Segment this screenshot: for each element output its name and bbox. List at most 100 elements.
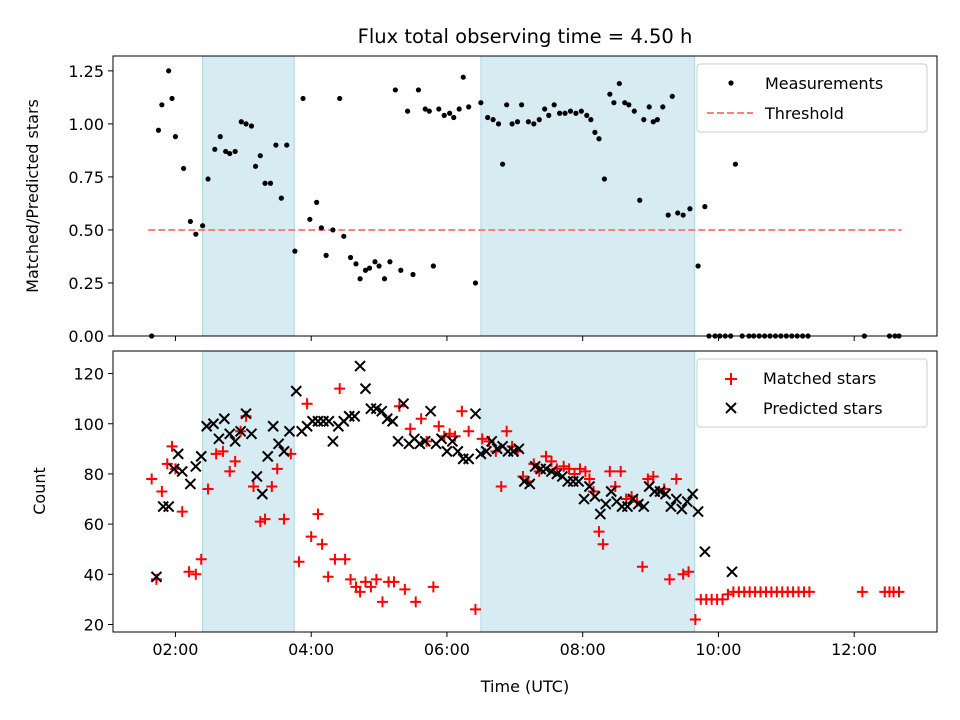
predicted-stars-point-49 xyxy=(419,435,431,448)
measurements-point-2 xyxy=(159,102,165,108)
legend-measurements-label: Measurements xyxy=(765,74,883,93)
predicted-stars-point-13 xyxy=(224,428,236,440)
measurements-point-87 xyxy=(616,80,622,87)
predicted-stars-point-97 xyxy=(681,495,693,508)
ratio-shaded-region-1 xyxy=(480,55,696,337)
predicted-stars-point-57 xyxy=(462,453,475,465)
predicted-stars-point-82 xyxy=(600,498,612,510)
predicted-stars-point-77 xyxy=(572,475,585,488)
ratio-y-tick-label-3: 0.75 xyxy=(68,168,104,187)
measurements-point-6 xyxy=(180,165,187,172)
measurements-point-44 xyxy=(392,87,398,93)
predicted-stars-point-93 xyxy=(659,488,672,500)
ratio-y-tick-label-2: 0.50 xyxy=(68,221,104,240)
matched-stars-point-25 xyxy=(301,398,313,410)
matched-stars-point-120 xyxy=(893,586,905,598)
ratio-legend-box xyxy=(696,63,928,133)
measurements-point-29 xyxy=(314,199,320,205)
measurements-point-59 xyxy=(472,280,479,286)
measurements-point-67 xyxy=(514,119,521,125)
predicted-stars-point-6 xyxy=(184,478,197,490)
predicted-stars-point-99 xyxy=(692,505,704,518)
matched-stars-point-4 xyxy=(166,440,178,452)
measurements-point-80 xyxy=(584,112,590,118)
matched-stars-point-115 xyxy=(803,586,815,598)
matched-stars-point-60 xyxy=(501,425,513,437)
predicted-stars-point-5 xyxy=(176,465,188,478)
matched-stars-point-116 xyxy=(856,586,868,598)
predicted-stars-point-94 xyxy=(665,500,677,513)
predicted-stars-point-68 xyxy=(524,478,536,490)
matched-stars-point-78 xyxy=(597,538,609,550)
predicted-stars-point-36 xyxy=(348,410,361,422)
matched-stars-point-24 xyxy=(293,556,305,568)
predicted-stars-point-53 xyxy=(441,445,453,458)
measurements-point-55 xyxy=(451,114,457,121)
measurements-point-64 xyxy=(500,161,506,167)
matched-stars-point-30 xyxy=(329,553,341,565)
matched-stars-point-8 xyxy=(190,568,202,580)
measurements-point-17 xyxy=(243,121,249,127)
measurements-point-26 xyxy=(292,248,298,254)
predicted-stars-point-28 xyxy=(306,415,319,427)
legend-predicted-label: Predicted stars xyxy=(763,399,883,418)
measurements-point-34 xyxy=(341,233,347,239)
measurements-point-61 xyxy=(485,114,491,121)
x-tick-label-3: 08:00 xyxy=(560,640,606,659)
measurements-point-33 xyxy=(337,95,343,102)
legend-measurements-marker xyxy=(728,80,734,86)
measurements-point-77 xyxy=(567,108,574,114)
measurements-point-1 xyxy=(155,127,162,133)
measurements-point-75 xyxy=(557,110,563,116)
matched-stars-point-75 xyxy=(583,473,595,485)
measurements-point-71 xyxy=(536,117,542,123)
predicted-stars-point-101 xyxy=(726,566,738,578)
legend-matched-label: Matched stars xyxy=(763,369,876,388)
predicted-stars-point-55 xyxy=(452,445,464,458)
matched-stars-point-27 xyxy=(312,508,324,520)
measurements-point-21 xyxy=(262,180,268,186)
matched-stars-point-12 xyxy=(217,445,229,457)
measurements-point-76 xyxy=(562,110,568,116)
measurements-point-96 xyxy=(660,104,666,110)
matched-stars-point-38 xyxy=(370,573,382,585)
matched-stars-point-59 xyxy=(495,480,507,492)
measurements-point-100 xyxy=(680,212,686,218)
matched-stars-point-68 xyxy=(545,455,557,467)
measurements-point-32 xyxy=(330,227,336,233)
measurements-point-15 xyxy=(232,148,238,155)
measurements-point-12 xyxy=(217,134,223,140)
predicted-stars-point-98 xyxy=(686,488,699,500)
matched-stars-point-87 xyxy=(647,470,659,482)
measurements-point-14 xyxy=(227,150,233,157)
matched-stars-point-17 xyxy=(248,480,260,492)
measurements-point-9 xyxy=(199,223,206,229)
predicted-stars-point-1 xyxy=(157,500,169,513)
measurements-point-46 xyxy=(404,108,411,114)
predicted-stars-point-12 xyxy=(218,413,231,425)
predicted-stars-point-39 xyxy=(365,402,377,415)
measurements-point-82 xyxy=(592,129,598,135)
measurements-point-56 xyxy=(456,106,462,112)
predicted-stars-point-61 xyxy=(486,435,498,448)
measurements-point-37 xyxy=(357,276,363,282)
matched-stars-point-81 xyxy=(615,465,627,477)
measurements-point-22 xyxy=(267,180,274,186)
matched-stars-point-20 xyxy=(266,480,278,492)
ratio-points xyxy=(149,68,902,339)
measurements-point-83 xyxy=(596,136,602,142)
count-legend: Matched stars Predicted stars xyxy=(696,358,928,428)
predicted-stars-point-30 xyxy=(317,415,330,427)
matched-stars-point-31 xyxy=(334,383,346,395)
predicted-stars-point-78 xyxy=(578,493,590,505)
matched-stars-point-90 xyxy=(664,573,676,585)
measurements-point-51 xyxy=(430,263,436,269)
predicted-stars-point-60 xyxy=(480,445,493,458)
x-tick-label-0: 02:00 xyxy=(152,640,198,659)
matched-stars-point-71 xyxy=(563,463,575,475)
measurements-point-31 xyxy=(323,252,329,258)
matched-stars-point-44 xyxy=(404,423,416,435)
predicted-stars-point-100 xyxy=(699,546,711,558)
predicted-stars-point-7 xyxy=(190,460,202,473)
